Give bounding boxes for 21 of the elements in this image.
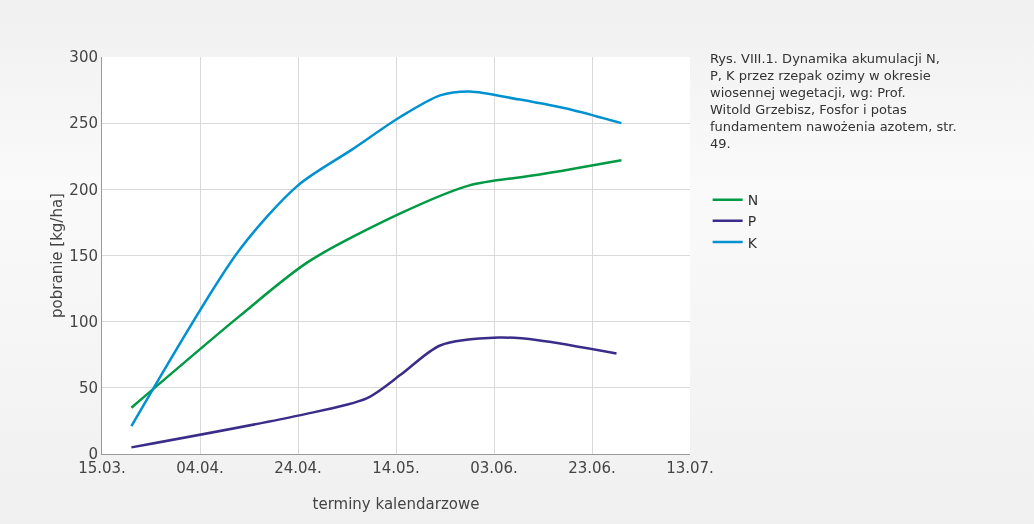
y-tick-label: 50 <box>78 379 98 398</box>
x-tick-label: 13.07. <box>666 459 714 477</box>
x-tick-label: 03.06. <box>470 459 518 477</box>
text: Rys. VIII.1. Dynamika akumulacji N, P, K przez rzepak ozimy w okresie wiosennej wegetacji, wg: Prof. Witold Grzebisz, Fosfor i potas fundamentem nawożenia azotem, str. 49. <box>710 51 957 151</box>
line-series <box>130 158 623 409</box>
x-tick-label: 24.04. <box>274 459 322 477</box>
line-series <box>130 336 618 449</box>
x-tick-label: 23.06. <box>568 459 616 477</box>
y-tick-label: 100 <box>69 312 98 331</box>
x-tick-label: 04.04. <box>176 459 224 477</box>
x-tick-label: 14.05. <box>372 459 420 477</box>
y-tick-label: 200 <box>69 180 98 199</box>
y-tick-label: 150 <box>69 246 98 265</box>
y-tick-label: 300 <box>69 48 98 67</box>
x-axis-title: terminy kalendarzowe <box>312 495 480 513</box>
y-tick-label: 250 <box>69 114 98 133</box>
y-axis-title: pobranie [kg/ha] <box>48 193 66 318</box>
legend-label: N <box>747 192 759 209</box>
line-series <box>130 90 623 428</box>
legend-label: K <box>747 234 758 251</box>
legend-label: P <box>747 213 757 230</box>
